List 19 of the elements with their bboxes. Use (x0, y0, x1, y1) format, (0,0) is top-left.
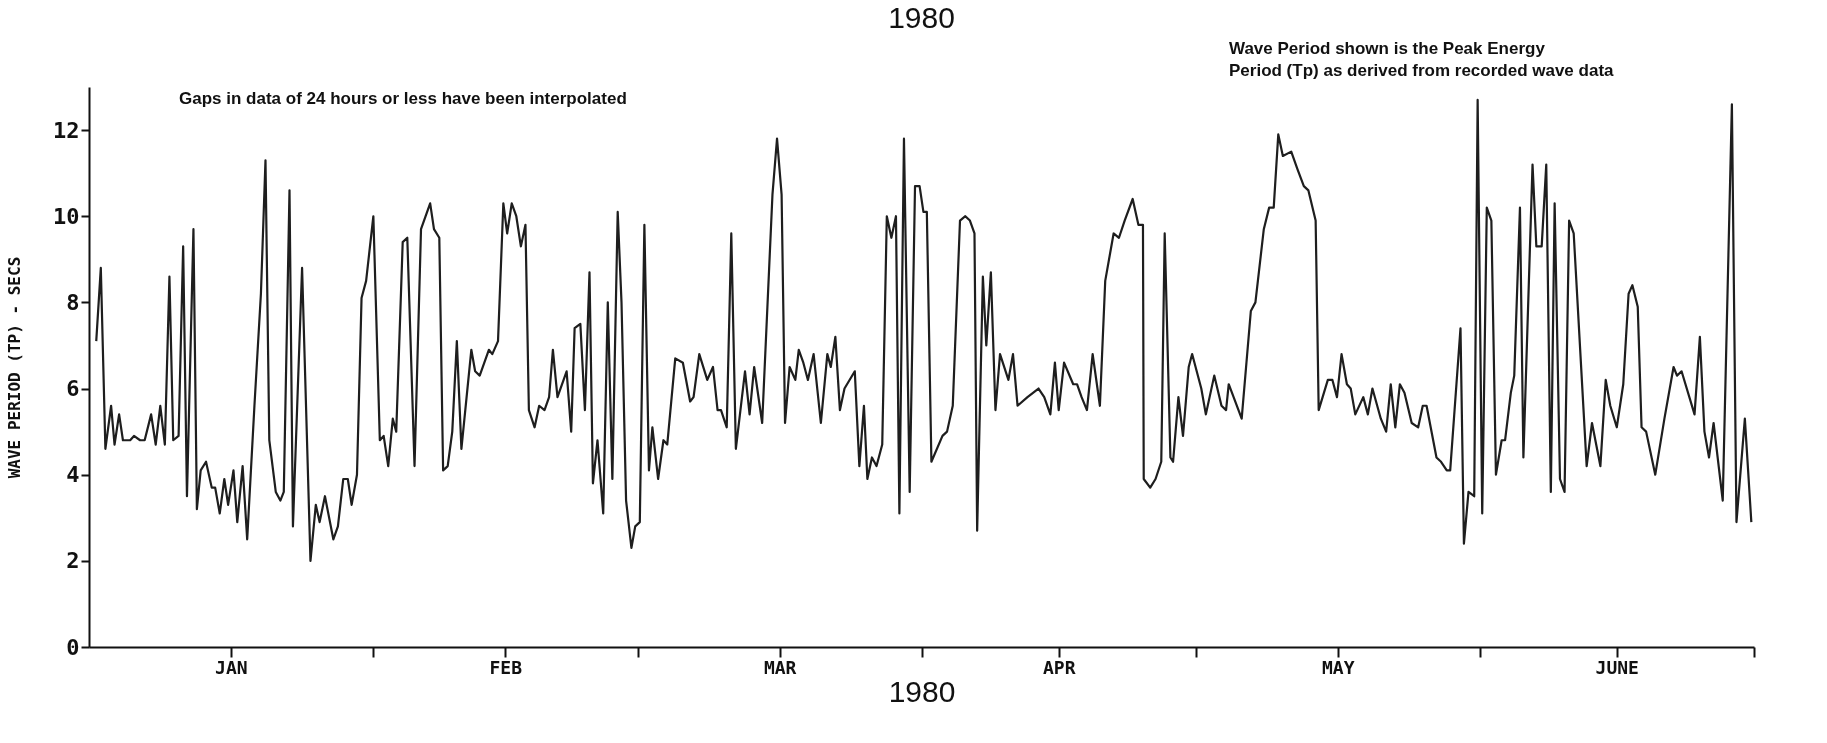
x-tick-label: APR (1042, 656, 1076, 678)
annotation: Gaps in data of 24 hours or less have been interpolated (179, 89, 627, 108)
x-tick-label: MAR (763, 656, 797, 678)
x-tick-label: FEB (489, 656, 523, 678)
y-tick-label: 8 (66, 289, 80, 315)
text: Wave Period shown is the Peak Energy (1229, 39, 1546, 58)
y-tick-label: 10 (53, 203, 80, 229)
y-tick-label: 0 (66, 634, 80, 660)
text: Period (Tp) as derived from recorded wave data (1229, 61, 1615, 80)
x-tick-label: JAN (215, 656, 248, 678)
y-tick-label: 12 (53, 117, 80, 143)
x-tick-label: MAY (1321, 656, 1355, 678)
x-axis-title: 1980 (888, 1, 955, 34)
y-tick-label: 6 (66, 376, 80, 402)
text: 1980 (888, 674, 956, 708)
y-tick-label: 2 (66, 548, 80, 574)
x-tick-label: JUNE (1595, 656, 1639, 678)
y-tick-label: 4 (66, 462, 80, 488)
y-axis-title: WAVE PERIOD (TP) - SECS (5, 256, 25, 479)
